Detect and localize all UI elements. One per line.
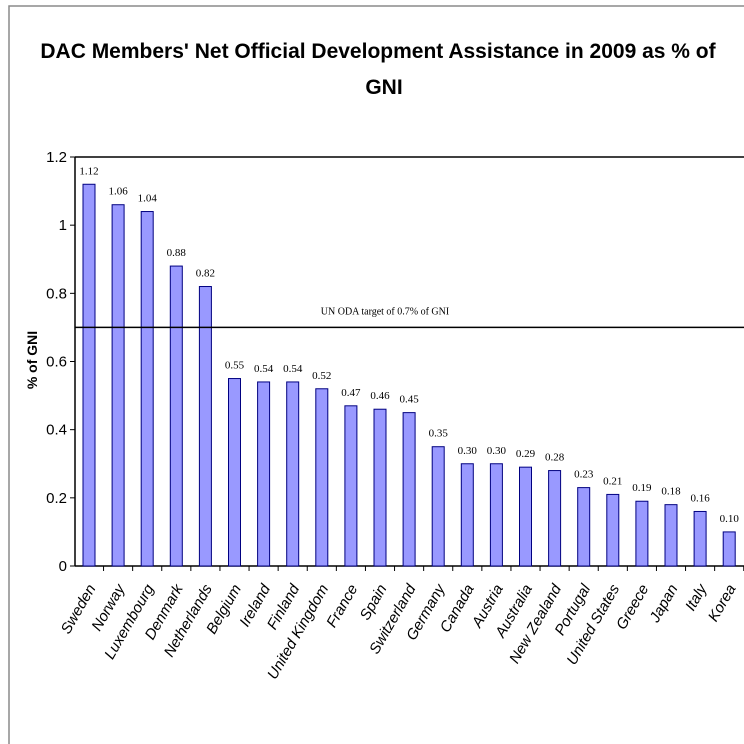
y-axis-label: % of GNI <box>24 331 40 389</box>
bar <box>519 466 532 567</box>
data-label: 0.54 <box>283 363 303 375</box>
chart-border <box>8 5 744 744</box>
data-label: 0.30 <box>487 445 507 457</box>
chart-title-line1: DAC Members' Net Official Development As… <box>40 40 716 63</box>
bar <box>315 388 329 567</box>
bar <box>635 500 649 567</box>
bar <box>548 470 562 567</box>
data-label: 0.28 <box>545 452 565 464</box>
bar <box>169 265 183 567</box>
bar <box>606 493 620 567</box>
data-label: 0.82 <box>196 268 215 280</box>
data-label: 0.19 <box>632 482 652 494</box>
target-line-label: UN ODA target of 0.7% of GNI <box>321 306 449 317</box>
bar <box>577 487 591 567</box>
y-tick-label: 0.2 <box>46 490 67 507</box>
data-label: 0.46 <box>370 390 390 402</box>
bar <box>489 463 503 567</box>
data-label: 0.16 <box>690 492 710 504</box>
data-label: 0.52 <box>312 370 331 382</box>
bar <box>286 381 300 567</box>
data-label: 1.06 <box>108 186 128 198</box>
y-tick-label: 0.6 <box>46 354 67 371</box>
data-label: 1.04 <box>138 193 158 205</box>
y-tick-label: 0 <box>59 558 67 575</box>
bar <box>664 504 678 567</box>
data-label: 0.23 <box>574 469 594 481</box>
data-label: 0.54 <box>254 363 274 375</box>
data-label: 0.30 <box>458 445 478 457</box>
bar <box>344 405 358 567</box>
data-label: 0.10 <box>720 513 740 525</box>
data-label: 1.12 <box>79 165 98 177</box>
bar <box>722 531 736 567</box>
bar <box>198 286 212 567</box>
data-label: 0.47 <box>341 387 361 399</box>
y-tick-label: 1.2 <box>46 149 67 166</box>
data-label: 0.35 <box>429 428 449 440</box>
bar <box>228 378 241 567</box>
data-label: 0.29 <box>516 448 536 460</box>
bar <box>460 463 474 567</box>
data-label: 0.88 <box>167 247 187 259</box>
data-label: 0.45 <box>399 394 419 406</box>
y-tick-label: 0.8 <box>46 285 67 302</box>
bar <box>140 211 154 567</box>
chart-title-line2: GNI <box>365 76 402 99</box>
bar <box>693 510 707 567</box>
data-label: 0.55 <box>225 360 245 372</box>
bar <box>373 408 387 567</box>
bar <box>82 183 96 567</box>
bar <box>431 446 445 567</box>
y-tick-label: 1 <box>59 217 67 234</box>
bar <box>111 204 125 567</box>
bar <box>402 412 416 567</box>
y-tick-label: 0.4 <box>46 422 67 439</box>
data-label: 0.21 <box>603 475 622 487</box>
bar <box>257 381 271 567</box>
data-label: 0.18 <box>661 486 681 498</box>
